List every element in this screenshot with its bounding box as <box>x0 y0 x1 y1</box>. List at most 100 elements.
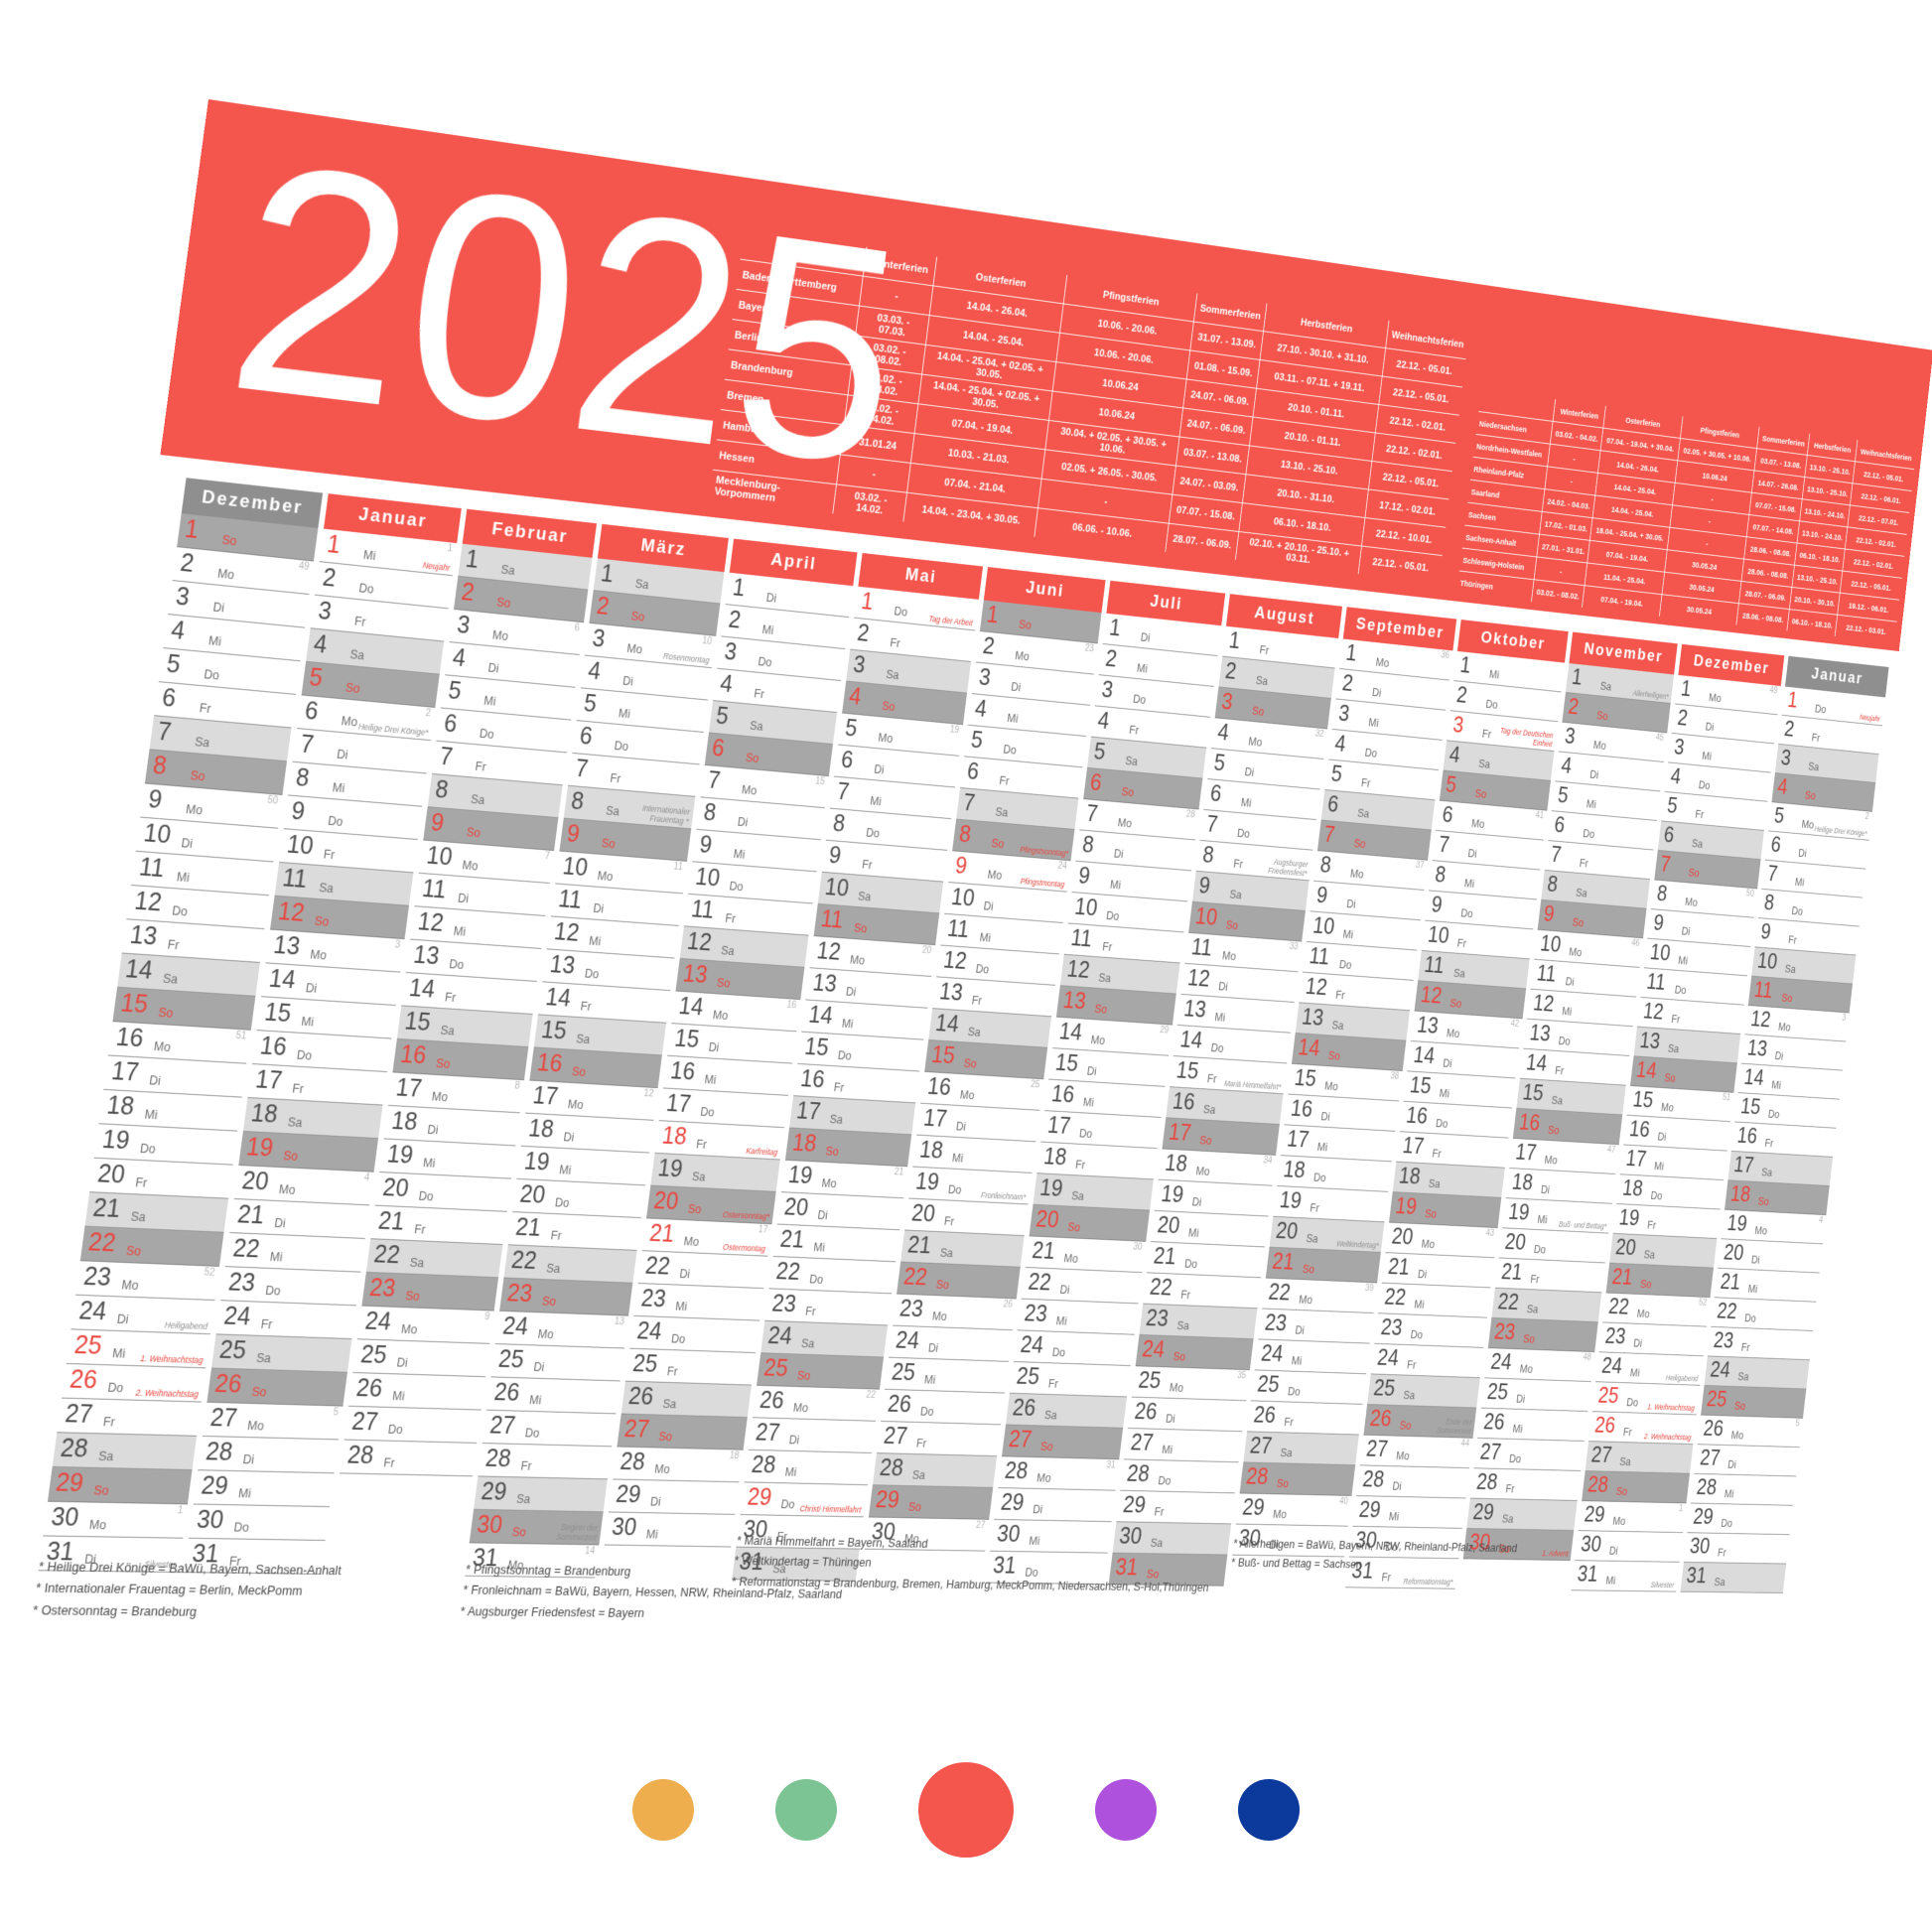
day-row: 23 Di <box>1258 1309 1374 1344</box>
day-number: 12 <box>1065 956 1092 984</box>
day-weekday: So <box>1780 991 1794 1005</box>
day-row: 28 Di <box>198 1436 339 1474</box>
week-number: 27 <box>975 1520 986 1531</box>
day-weekday: Sa <box>691 1170 707 1184</box>
day-number: 15 <box>802 1033 831 1061</box>
week-number: 7 <box>543 851 551 863</box>
day-number: 5 <box>582 689 599 718</box>
day-number: 25 <box>496 1345 526 1374</box>
day-row: 28 Mo 18 <box>613 1447 744 1483</box>
day-number: 16 <box>668 1057 697 1086</box>
day-number: 20 <box>1035 1205 1060 1233</box>
week-number: 38 <box>1389 1071 1400 1082</box>
day-number: 13 <box>411 940 442 971</box>
day-weekday: Fr <box>833 1080 845 1095</box>
day-weekday: Di <box>765 591 777 606</box>
day-number: 5 <box>307 663 325 693</box>
day-number: 22 <box>1607 1294 1631 1319</box>
day-weekday: Di <box>1294 1323 1306 1337</box>
day-weekday: Mi <box>1109 878 1122 893</box>
day-number: 1 <box>599 559 616 589</box>
day-weekday: Fr <box>1232 857 1244 872</box>
day-weekday: Di <box>1540 1183 1551 1196</box>
day-note: 1. Weihnachtstag <box>139 1352 205 1365</box>
day-row: 26 So Ende der Sommerzeit <box>1363 1404 1477 1439</box>
day-number: 10 <box>142 819 173 850</box>
color-swatch-orange[interactable] <box>632 1779 694 1841</box>
color-swatch-purple[interactable] <box>1095 1779 1157 1841</box>
day-weekday: Fr <box>474 759 487 774</box>
week-number: 43 <box>1485 1228 1495 1239</box>
day-weekday: So <box>1093 1002 1108 1017</box>
color-swatch-blue[interactable] <box>1238 1779 1300 1841</box>
day-weekday: So <box>345 680 361 696</box>
day-weekday: Di <box>1319 1110 1331 1124</box>
day-row: 29 Fr <box>1116 1490 1235 1525</box>
day-number: 12 <box>1531 990 1556 1018</box>
day-note: Christi Himmelfahrt <box>799 1503 862 1515</box>
color-swatch-green[interactable] <box>775 1779 837 1841</box>
day-number: 3 <box>1779 746 1793 771</box>
day-number: 18 <box>1282 1157 1307 1183</box>
day-number: 14 <box>1742 1064 1765 1091</box>
day-number: 12 <box>132 887 164 917</box>
day-number: 27 <box>63 1399 94 1430</box>
day-number: 11 <box>420 875 449 904</box>
week-number: 42 <box>1510 1019 1520 1030</box>
day-number: 27 <box>1589 1443 1613 1468</box>
day-number: 22 <box>1716 1299 1738 1324</box>
day-row: 24 Mi Heiligabend <box>1595 1352 1704 1386</box>
day-number: 27 <box>754 1419 781 1447</box>
day-row: 21 Fr <box>1494 1258 1605 1294</box>
day-number: 27 <box>882 1422 909 1450</box>
school-holidays-table-east: Winterferien Osterferien Pfingstferien Somm… <box>1456 389 1917 643</box>
day-weekday: Sa <box>255 1350 272 1366</box>
day-number: 3 <box>723 637 739 666</box>
day-weekday: Sa <box>1124 754 1139 768</box>
day-number: 11 <box>1423 952 1446 979</box>
day-number: 20 <box>651 1186 680 1215</box>
day-row: 23 Mi <box>633 1283 764 1321</box>
day-number: 16 <box>798 1065 827 1094</box>
day-row: 25 Di <box>1480 1378 1591 1412</box>
day-weekday: Sa <box>162 971 179 987</box>
day-weekday: Di <box>1391 1479 1403 1493</box>
day-number: 5 <box>843 714 859 743</box>
day-weekday: Do <box>1002 743 1018 758</box>
day-weekday: Sa <box>885 667 900 682</box>
day-number: 18 <box>249 1099 280 1129</box>
day-number: 3 <box>1563 723 1577 750</box>
day-number: 22 <box>1496 1289 1521 1315</box>
footnote-line: * Ostersonntag = Brandeburg <box>32 1601 199 1619</box>
day-number: 17 <box>921 1104 949 1133</box>
day-weekday: So <box>1424 1207 1438 1221</box>
day-note: Rosenmontag <box>662 650 711 665</box>
day-weekday: Di <box>1656 1130 1667 1144</box>
day-weekday: Di <box>788 1433 800 1448</box>
day-weekday: Mi <box>1161 1443 1173 1456</box>
day-number: 17 <box>531 1081 560 1111</box>
day-weekday: Fr <box>1179 1288 1191 1302</box>
day-number: 18 <box>1397 1163 1422 1189</box>
day-weekday: Do <box>1720 1517 1733 1530</box>
day-number: 19 <box>1725 1210 1748 1237</box>
month-columns: Dezember 1 So 2 Mo 49 3 Di 4 Mi 5 Do 6 Fr 7 Sa 8 So 9 Mo 50 1… <box>38 478 1889 1593</box>
day-number: 7 <box>1766 861 1779 887</box>
day-number: 6 <box>1088 769 1104 796</box>
day-number: 22 <box>86 1227 118 1258</box>
day-number: 3 <box>1672 735 1686 760</box>
day-number: 21 <box>778 1225 806 1254</box>
day-number: 27 <box>622 1415 651 1444</box>
day-weekday: So <box>1120 784 1135 799</box>
day-weekday: Fr <box>1504 1482 1516 1496</box>
day-number: 14 <box>677 992 705 1022</box>
day-number: 30 <box>610 1513 638 1542</box>
day-row: 26 Sa <box>621 1381 752 1419</box>
day-number: 16 <box>925 1073 953 1101</box>
day-number: 4 <box>169 616 187 645</box>
week-number: 15 <box>814 775 826 788</box>
color-swatch-red[interactable] <box>918 1762 1014 1858</box>
day-weekday: Mo <box>1221 949 1237 963</box>
day-row: 23 Di <box>1598 1322 1708 1357</box>
day-weekday: Mo <box>461 858 480 874</box>
